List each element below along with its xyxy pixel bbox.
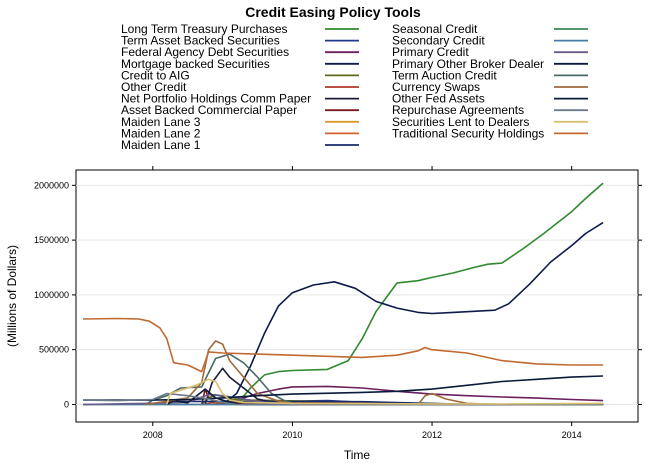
legend-label: Mortgage backed Securities (121, 57, 270, 71)
legend-label: Term Asset Backed Securities (121, 34, 280, 48)
legend-label: Repurchase Agreements (392, 103, 524, 117)
legend-item: Securities Lent to Dealers (392, 115, 588, 129)
x-tick-label: 2010 (282, 430, 302, 440)
legend-item: Other Fed Assets (392, 92, 588, 106)
legend-item: Term Asset Backed Securities (121, 34, 359, 48)
series-line-16 (145, 340, 604, 406)
legend-label: Seasonal Credit (392, 22, 478, 36)
legend-label: Term Auction Credit (392, 68, 497, 82)
legend-label: Primary Other Broker Dealer (392, 57, 544, 71)
legend-item: Currency Swaps (392, 80, 588, 94)
legend-item: Federal Agency Debt Securities (121, 45, 359, 59)
legend-label: Traditional Security Holdings (392, 126, 544, 140)
grid-lines (76, 184, 638, 405)
legend-item: Seasonal Credit (392, 22, 588, 36)
legend-label: Asset Backed Commercial Paper (121, 103, 297, 117)
series-line-17 (83, 375, 604, 401)
y-tick-label: 2000000 (34, 180, 69, 190)
legend-item: Other Credit (121, 80, 359, 94)
legend-label: Maiden Lane 3 (121, 115, 201, 129)
series-line-2 (215, 385, 604, 406)
series-lines (82, 182, 604, 406)
legend-item: Credit to AIG (121, 68, 359, 82)
legend-label: Securities Lent to Dealers (392, 115, 529, 129)
series-line-0 (235, 182, 604, 406)
series-line-3 (222, 221, 604, 406)
y-tick-label: 500000 (39, 345, 69, 355)
legend-item: Maiden Lane 2 (121, 126, 359, 140)
legend-label: Maiden Lane 1 (121, 138, 201, 152)
legend-item: Primary Other Broker Dealer (392, 57, 588, 71)
y-tick-label: 1500000 (34, 235, 69, 245)
series-line-18 (82, 392, 604, 406)
legend-item: Asset Backed Commercial Paper (121, 103, 359, 117)
chart-title: Credit Easing Policy Tools (245, 4, 421, 20)
x-axis: 2008 2010 2012 2014 (143, 166, 582, 440)
legend-label: Other Credit (121, 80, 187, 94)
legend-label: Other Fed Assets (392, 92, 485, 106)
series-line-20 (82, 317, 604, 373)
plot-frame (75, 169, 639, 423)
legend-item: Secondary Credit (392, 34, 588, 48)
x-tick-label: 2008 (143, 430, 163, 440)
y-tick-label: 1000000 (34, 290, 69, 300)
x-tick-label: 2014 (562, 430, 582, 440)
x-tick-label: 2012 (422, 430, 442, 440)
y-axis-label: (Millions of Dollars) (5, 245, 19, 347)
legend-label: Long Term Treasury Purchases (121, 22, 288, 36)
legend-item: Net Portfolio Holdings Comm Paper (121, 92, 359, 106)
legend-item: Long Term Treasury Purchases (121, 22, 359, 36)
legend-label: Federal Agency Debt Securities (121, 45, 289, 59)
legend-item: Repurchase Agreements (392, 103, 588, 117)
legend-label: Primary Credit (392, 45, 469, 59)
x-axis-label: Time (344, 448, 371, 462)
legend-item: Maiden Lane 1 (121, 138, 359, 152)
legend-label: Currency Swaps (392, 80, 480, 94)
series-line-15 (145, 353, 604, 406)
legend-label: Maiden Lane 2 (121, 126, 201, 140)
legend-item: Primary Credit (392, 45, 588, 59)
legend-item: Traditional Security Holdings (392, 126, 588, 140)
legend-label: Net Portfolio Holdings Comm Paper (121, 92, 311, 106)
series-line-19 (166, 378, 604, 405)
plot-area: 2008 2010 2012 2014 0 500000 1000000 1500000 20… (34, 166, 642, 440)
legend-label: Secondary Credit (392, 34, 485, 48)
legend-item: Maiden Lane 3 (121, 115, 359, 129)
legend-label: Credit to AIG (121, 68, 190, 82)
y-axis: 0 500000 1000000 1500000 2000000 (34, 180, 642, 409)
legend-item: Mortgage backed Securities (121, 57, 359, 71)
legend-item: Term Auction Credit (392, 68, 588, 82)
y-tick-label: 0 (64, 399, 69, 409)
